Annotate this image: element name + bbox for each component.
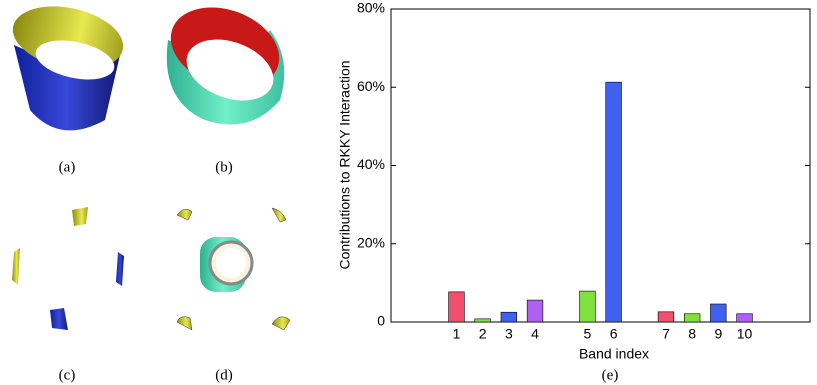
x-tick-label: 4 xyxy=(531,326,539,342)
x-tick-label: 3 xyxy=(505,326,513,342)
panel-caption: (a) xyxy=(59,159,76,175)
x-tick-label: 9 xyxy=(714,326,722,342)
y-tick-label: 40% xyxy=(357,156,385,172)
y-tick-label: 20% xyxy=(357,234,385,250)
x-axis-label: Band index xyxy=(579,346,649,362)
bar xyxy=(710,303,727,323)
y-tick-label: 0 xyxy=(377,313,385,329)
x-tick-label: 1 xyxy=(453,326,461,342)
panel-b-image xyxy=(166,7,285,125)
x-tick-label: 5 xyxy=(584,326,592,342)
bar xyxy=(526,299,544,323)
panel-caption: (b) xyxy=(215,159,233,175)
bar xyxy=(474,318,491,323)
x-tick-label: 6 xyxy=(610,326,618,342)
y-tick-label: 80% xyxy=(357,0,385,16)
chart-caption: (e) xyxy=(602,367,619,383)
x-tick-label: 7 xyxy=(662,326,670,342)
x-tick-label: 2 xyxy=(479,326,487,342)
x-tick-label: 8 xyxy=(688,326,696,342)
bar xyxy=(500,311,517,323)
panel-caption: (d) xyxy=(215,367,233,383)
plot-frame xyxy=(390,8,811,323)
bar xyxy=(579,290,596,323)
y-tick-label: 60% xyxy=(357,78,385,94)
y-axis-label: Contributions to RKKY Interaction xyxy=(337,60,353,269)
x-tick-label: 10 xyxy=(737,326,753,342)
panel-d-image xyxy=(176,207,291,331)
bar xyxy=(736,313,753,323)
bar xyxy=(657,311,675,323)
bar xyxy=(605,81,622,323)
panel-caption: (c) xyxy=(59,367,76,383)
bar xyxy=(448,291,465,323)
panel-c-image xyxy=(12,207,124,330)
panel-a-image xyxy=(12,6,124,131)
bar xyxy=(683,313,701,323)
